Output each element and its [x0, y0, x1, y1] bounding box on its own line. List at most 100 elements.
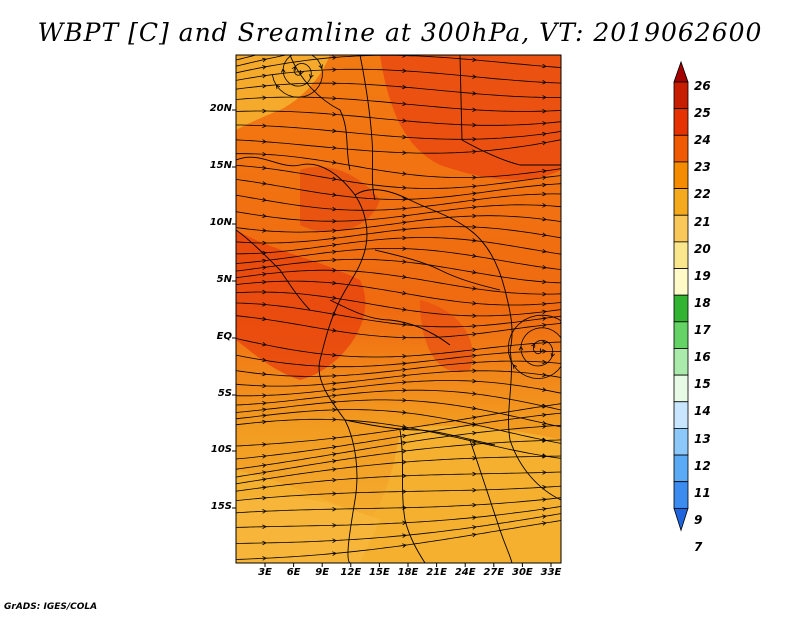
- colorbar-label: 11: [694, 485, 711, 500]
- streamline-arrow: [542, 514, 547, 519]
- streamline-arrow: [332, 280, 337, 286]
- colorbar-label: 18: [694, 295, 711, 310]
- streamline-arrow: [542, 309, 547, 315]
- streamline-arrow: [262, 279, 267, 285]
- streamline-arrow: [332, 381, 337, 386]
- streamline-arrow: [402, 398, 407, 403]
- colorbar-swatch: [673, 374, 689, 403]
- colorbar-swatch: [673, 481, 689, 509]
- streamline-arrow: [299, 69, 305, 75]
- streamline-arrow: [262, 83, 267, 89]
- streamline-arrow: [402, 410, 407, 415]
- streamline-arrow: [262, 240, 267, 246]
- colorbar-label: 24: [694, 133, 711, 148]
- lon-label: 30E: [512, 567, 533, 578]
- streamline-arrow: [542, 470, 547, 475]
- streamline-arrow: [402, 380, 407, 385]
- streamline-arrow: [332, 328, 337, 333]
- streamline-arrow: [402, 55, 407, 58]
- streamline: [236, 409, 561, 444]
- streamline-arrow: [472, 515, 477, 520]
- lon-label: 9E: [315, 567, 330, 578]
- streamline-arrow: [472, 26, 476, 30]
- colorbar-swatch: [673, 81, 689, 110]
- streamline-arrow: [262, 383, 267, 389]
- streamline-arrow: [542, 248, 547, 254]
- streamline-arrow: [262, 95, 267, 101]
- streamline-arrow: [542, 454, 547, 459]
- streamline-arrow: [402, 259, 407, 264]
- streamline-arrow: [542, 80, 547, 85]
- streamline: [236, 258, 561, 284]
- streamline-arrow: [402, 459, 407, 465]
- streamline: [236, 248, 561, 270]
- lat-label: 10N: [209, 217, 232, 228]
- streamline-arrow: [332, 444, 337, 450]
- streamline-arrow: [402, 134, 407, 140]
- streamline: [272, 55, 323, 98]
- streamline-arrow: [332, 452, 337, 457]
- footer-credit: GrADS: IGES/COLA: [4, 602, 98, 612]
- streamline-arrow: [542, 372, 547, 378]
- colorbar-swatch: [673, 161, 689, 189]
- streamline-arrow: [402, 118, 407, 123]
- colorbar-label: 15: [694, 377, 711, 392]
- country-borders: [236, 55, 561, 563]
- streamline: [236, 471, 561, 492]
- lat-label: 5N: [216, 274, 232, 285]
- streamline-arrow: [332, 145, 337, 151]
- streamline-arrow: [280, 68, 286, 73]
- streamline: [236, 338, 561, 358]
- streamline-arrow: [332, 176, 337, 182]
- streamline: [236, 389, 561, 411]
- streamline-arrow: [332, 407, 337, 413]
- streamline-arrow: [262, 540, 267, 546]
- streamline-arrow: [542, 497, 547, 502]
- streamline-arrow: [542, 420, 547, 426]
- streamline-arrow: [402, 213, 407, 219]
- streamline-arrow: [309, 74, 314, 79]
- colorbar-swatch: [673, 507, 689, 532]
- streamline-arrow: [332, 373, 337, 379]
- streamline-arrow: [402, 197, 407, 202]
- streamline-arrow: [531, 343, 536, 348]
- lon-label: 33E: [540, 567, 562, 578]
- streamline-arrow: [542, 216, 547, 222]
- streamline-arrow: [262, 213, 267, 219]
- streamline-arrow: [472, 487, 477, 493]
- streamline: [236, 124, 561, 140]
- streamline-arrow: [402, 473, 407, 479]
- streamline-arrow: [332, 36, 336, 40]
- streamline-arrow: [542, 232, 547, 237]
- streamline: [236, 215, 561, 233]
- streamline-arrow: [542, 438, 547, 443]
- streamline-arrow: [332, 249, 337, 255]
- streamline: [236, 110, 561, 126]
- streamline-arrow: [402, 185, 407, 190]
- streamline: [236, 291, 561, 317]
- streamline-arrow: [402, 433, 407, 439]
- map-plot-area: [236, 26, 561, 563]
- streamline-arrow: [262, 485, 267, 490]
- streamline-arrow: [402, 449, 407, 454]
- streamline: [236, 513, 561, 544]
- streamline-arrow: [472, 415, 477, 420]
- streamline-arrow: [472, 122, 477, 128]
- streamline-arrow: [262, 302, 267, 307]
- streamline-arrow: [262, 470, 267, 475]
- streamline-arrow: [472, 323, 477, 329]
- streamline-arrow: [332, 393, 337, 399]
- streamline-arrow: [262, 123, 267, 128]
- streamline-arrow: [402, 373, 407, 379]
- streamline-arrow: [262, 524, 267, 530]
- streamline-arrow: [332, 160, 337, 165]
- streamline-arrow: [542, 191, 547, 197]
- streamline-arrow: [262, 556, 267, 561]
- streamline-arrow: [472, 74, 477, 79]
- streamlines: [236, 26, 561, 561]
- colorbar-label: 20: [694, 241, 711, 256]
- colorbar-swatch: [673, 348, 689, 376]
- streamline-arrow: [512, 364, 518, 369]
- lat-label: EQ: [216, 331, 232, 342]
- streamline-arrow: [542, 412, 547, 418]
